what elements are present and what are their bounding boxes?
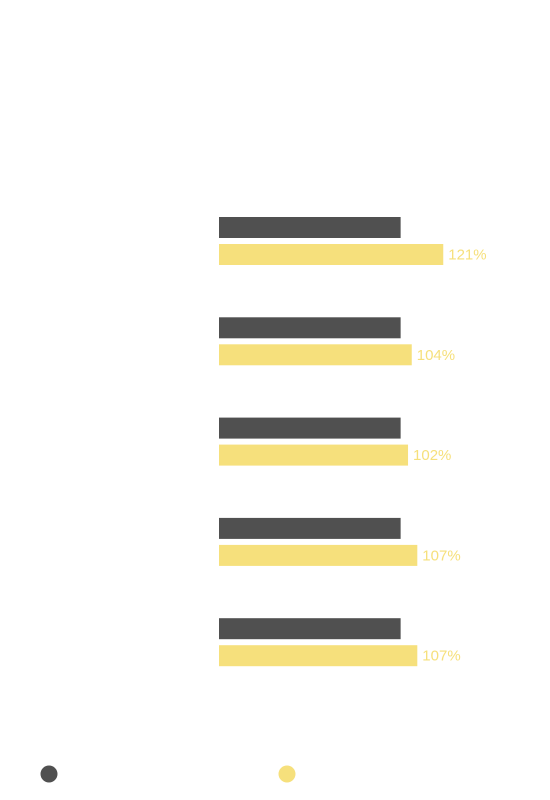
bar [219, 544, 418, 566]
value-label: 107% [422, 648, 460, 665]
bar [219, 444, 409, 466]
value-label: 102% [413, 447, 451, 464]
value-label: 104% [417, 347, 455, 364]
value-label: 107% [422, 547, 460, 564]
bar [219, 344, 412, 366]
bar [219, 517, 401, 539]
bar [219, 417, 401, 439]
legend-marker [40, 765, 58, 783]
value-label: 121% [448, 246, 486, 263]
bar [219, 645, 418, 667]
bar [219, 244, 444, 265]
bar [219, 618, 401, 640]
bar [219, 317, 401, 339]
legend-marker [278, 765, 296, 783]
bar [219, 217, 401, 238]
